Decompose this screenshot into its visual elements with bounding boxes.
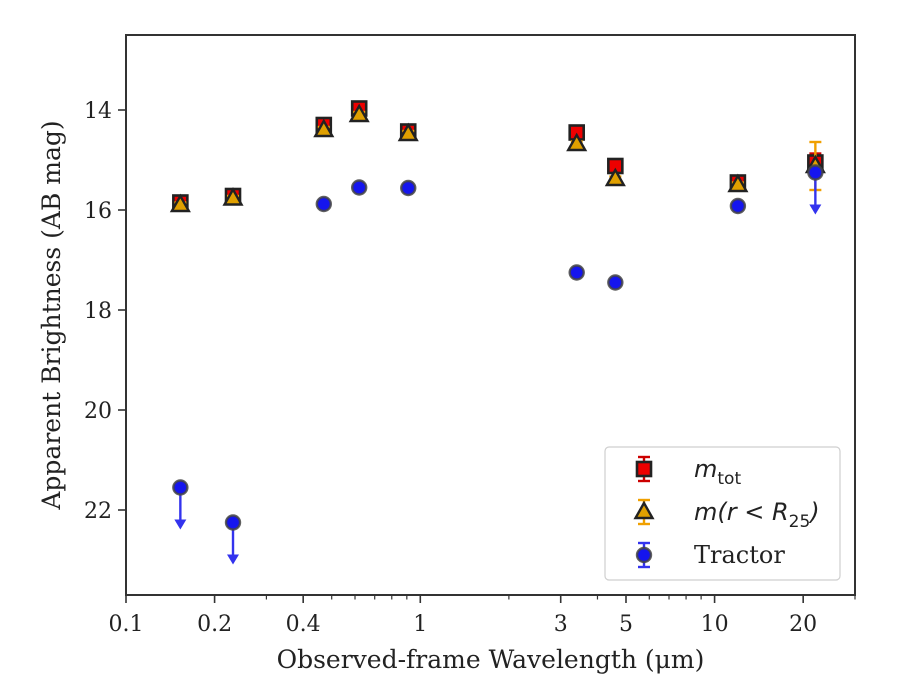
triangle-marker (313, 118, 335, 138)
circle-marker (607, 274, 624, 291)
triangle-marker (397, 122, 419, 142)
point-tractor (350, 179, 368, 196)
x-axis-ticks: 0.1 0.2 0.4 1 3 5 10 20 (109, 595, 856, 637)
series-tractor (172, 164, 824, 565)
triangle-marker (222, 187, 244, 206)
circle-marker (350, 179, 368, 196)
legend: mtot m(r < R25) Tractor (604, 446, 841, 581)
series-m_r25 (169, 103, 826, 213)
point-m_r25 (727, 173, 749, 193)
legend-circle-marker (635, 546, 653, 564)
triangle-marker (566, 132, 588, 152)
circle-marker (729, 197, 747, 215)
point-tractor (172, 479, 189, 530)
y-axis-label: Apparent Brightness (AB mag) (37, 120, 66, 510)
point-m_r25 (169, 193, 191, 213)
x-tick-label: 10 (701, 612, 729, 637)
x-tick-label: 5 (619, 612, 633, 637)
point-tractor (807, 164, 824, 215)
legend-label: m(r < R25) (694, 498, 820, 532)
legend-entry-m_r25: m(r < R25) (633, 498, 820, 532)
y-tick-label: 18 (84, 299, 112, 324)
legend-label-tail: ) (808, 498, 819, 526)
legend-box (604, 446, 841, 581)
triangle-marker (169, 193, 191, 213)
y-tick-label: 14 (84, 99, 112, 124)
circle-marker (172, 479, 189, 496)
x-tick-label: 1 (413, 612, 427, 637)
point-m_r25 (222, 187, 244, 206)
point-tractor (400, 179, 417, 197)
data-marks (169, 100, 826, 565)
legend-label-main: Tractor (694, 541, 785, 569)
point-m_r25 (348, 103, 370, 123)
legend-label-main: m (694, 455, 717, 483)
point-tractor (607, 274, 624, 291)
y-tick-label: 22 (84, 499, 112, 524)
triangle-marker (348, 103, 370, 123)
point-tractor (729, 197, 747, 215)
y-tick-label: 16 (84, 199, 112, 224)
x-tick-label: 0.4 (286, 612, 321, 637)
circle-marker (224, 514, 242, 531)
x-tick-label: 3 (554, 612, 568, 637)
x-tick-label: 20 (789, 612, 817, 637)
triangle-marker (604, 167, 626, 187)
legend-entry-tractor: Tractor (635, 541, 785, 569)
upper-limit-arrowhead (174, 519, 187, 530)
point-m_r25 (313, 118, 335, 138)
x-tick-label: 0.2 (197, 612, 232, 637)
legend-label: Tractor (694, 541, 785, 569)
legend-label: mtot (694, 455, 741, 489)
point-m_r25 (604, 167, 626, 187)
point-m_tot (607, 157, 624, 175)
point-m_r25 (397, 122, 419, 142)
x-tick-label: 0.1 (109, 612, 144, 637)
y-axis-ticks: 14 16 18 20 22 (84, 99, 126, 524)
circle-marker (315, 195, 332, 213)
legend-label-sub: 25 (789, 512, 811, 532)
upper-limit-arrowhead (227, 554, 240, 565)
legend-triangle-marker (633, 500, 655, 520)
point-tractor (568, 264, 585, 281)
legend-square-marker (635, 460, 653, 478)
legend-entry-m_tot: mtot (635, 455, 741, 489)
plot-frame (125, 34, 856, 596)
legend-label-sub: tot (717, 469, 741, 489)
point-m_r25 (566, 132, 588, 152)
x-axis-label: Observed-frame Wavelength (μm) (277, 645, 705, 674)
legend-label-main: m(r < R (694, 498, 789, 526)
circle-marker (400, 179, 417, 197)
point-tractor (224, 514, 242, 565)
series-m_tot (172, 100, 824, 211)
upper-limit-arrowhead (809, 204, 822, 215)
y-tick-label: 20 (84, 399, 112, 424)
point-tractor (315, 195, 332, 213)
circle-marker (807, 164, 824, 181)
circle-marker (568, 264, 585, 281)
triangle-marker (727, 173, 749, 193)
